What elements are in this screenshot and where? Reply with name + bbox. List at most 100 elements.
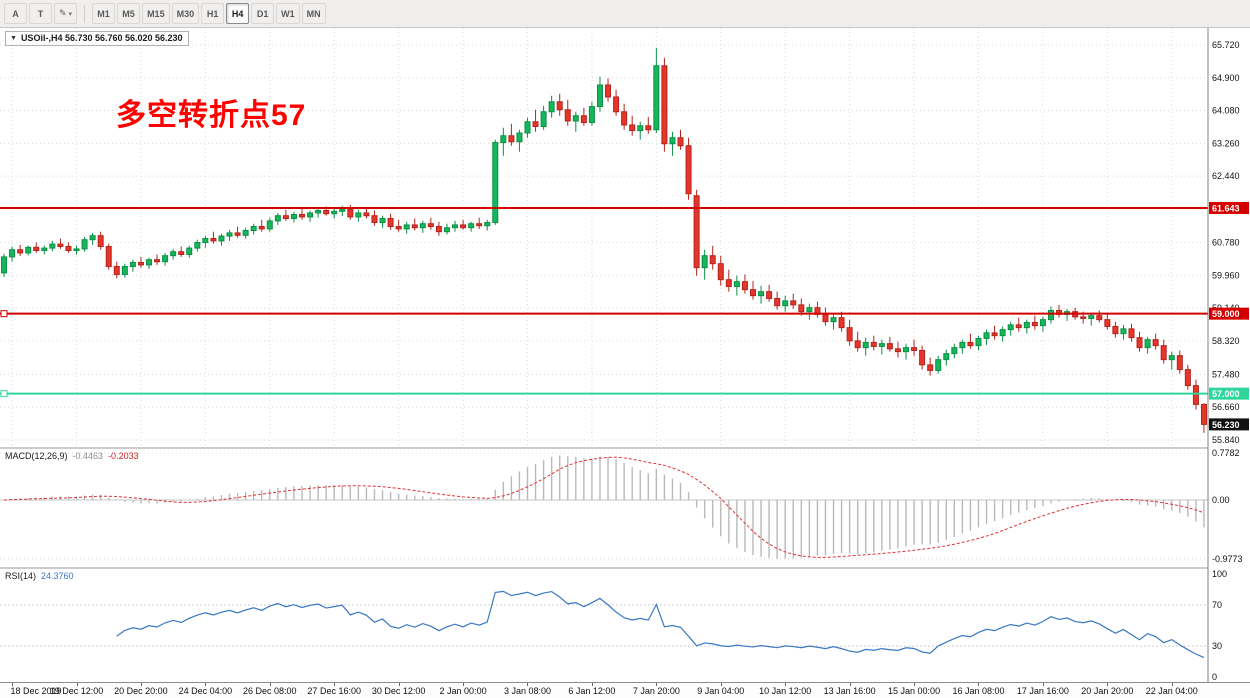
time-axis-label: 26 Dec 08:00	[243, 686, 297, 696]
time-tick	[527, 683, 529, 686]
time-tick	[656, 683, 658, 686]
svg-text:60.780: 60.780	[1212, 238, 1240, 248]
time-tick	[720, 683, 722, 686]
time-axis-label: 22 Jan 04:00	[1145, 686, 1198, 696]
svg-text:56.230: 56.230	[1212, 420, 1240, 430]
rsi-value: 24.3760	[41, 571, 74, 581]
time-axis-label: 7 Jan 20:00	[632, 686, 680, 696]
macd-signal-line	[4, 456, 1205, 558]
svg-text:-0.9773: -0.9773	[1212, 554, 1243, 564]
rsi-line	[116, 590, 1205, 659]
time-axis-label: 27 Dec 16:00	[307, 686, 361, 696]
time-tick	[12, 683, 14, 686]
time-axis-label: 19 Dec 12:00	[49, 686, 104, 696]
svg-text:0.7782: 0.7782	[1212, 448, 1240, 458]
timeframe-h1-button[interactable]: H1	[201, 3, 225, 24]
time-axis-label: 16 Jan 08:00	[952, 686, 1005, 696]
current-price-tag: 56.230	[1209, 418, 1249, 431]
symbol-ohlc-line[interactable]: ▼ USOil-,H4 56.730 56.760 56.020 56.230	[5, 31, 189, 46]
svg-text:59.000: 59.000	[1212, 309, 1240, 319]
timeframe-d1-button[interactable]: D1	[251, 3, 275, 24]
timeframe-w1-button[interactable]: W1	[276, 3, 300, 24]
time-tick	[849, 683, 851, 686]
time-tick	[334, 683, 336, 686]
macd-name: MACD(12,26,9)	[5, 451, 68, 461]
time-axis-label: 13 Jan 16:00	[823, 686, 876, 696]
svg-text:70: 70	[1212, 600, 1222, 610]
time-tick	[785, 683, 787, 686]
line-handle[interactable]	[0, 390, 8, 398]
chart-area: 65.72064.90064.08063.26062.44061.62060.7…	[0, 28, 1250, 682]
time-tick	[1107, 683, 1109, 686]
time-tick	[76, 683, 78, 686]
svg-text:100: 100	[1212, 569, 1227, 579]
time-tick	[140, 683, 142, 686]
time-tick	[1171, 683, 1173, 686]
timeframe-mn-button[interactable]: MN	[301, 3, 326, 24]
time-tick	[398, 683, 400, 686]
svg-text:0.00: 0.00	[1212, 495, 1230, 505]
macd-value: -0.4463	[72, 451, 104, 461]
rsi-indicator-label: RSI(14) 24.3760	[5, 571, 74, 581]
time-axis-label: 9 Jan 04:00	[697, 686, 745, 696]
macd-panel[interactable]	[0, 452, 1208, 560]
timeframe-m1-button[interactable]: M1	[92, 3, 116, 24]
time-axis-label: 20 Jan 20:00	[1081, 686, 1134, 696]
svg-text:57.480: 57.480	[1212, 369, 1240, 379]
svg-text:58.320: 58.320	[1212, 336, 1240, 346]
time-axis-label: 20 Dec 20:00	[114, 686, 168, 696]
time-axis-label: 18 Dec 2019	[10, 686, 62, 696]
panel-separators	[0, 447, 1250, 569]
line-handle[interactable]	[0, 310, 8, 318]
time-axis-label: 6 Jan 12:00	[568, 686, 616, 696]
time-tick	[463, 683, 465, 686]
candles-layer	[1, 47, 1207, 433]
time-axis-label: 30 Dec 12:00	[371, 686, 426, 696]
tool-group: A T ✎ ▾	[4, 3, 78, 24]
drawing-tools-button[interactable]: ✎ ▾	[54, 3, 78, 24]
toolbar: A T ✎ ▾ M1 M5 M15 M30 H1 H4 D1 W1 MN	[0, 0, 1250, 28]
time-axis[interactable]: 18 Dec 2019 19 Dec 12:00 20 Dec 20:00 24 De…	[0, 682, 1250, 698]
symbol-ohlc-text: USOil-,H4 56.730 56.760 56.020 56.230	[20, 33, 183, 43]
time-tick	[914, 683, 916, 686]
time-tick	[591, 683, 593, 686]
hline-57000[interactable]	[0, 390, 1208, 398]
svg-text:59.960: 59.960	[1212, 270, 1240, 280]
collapse-indicator-icon[interactable]: ▼	[10, 34, 17, 42]
chart-annotation-text[interactable]: 多空转折点57	[116, 99, 307, 132]
time-tick	[205, 683, 207, 686]
price-tag-61643: 61.643	[1209, 201, 1249, 214]
time-axis-label: 10 Jan 12:00	[759, 686, 812, 696]
rsi-name: RSI(14)	[5, 571, 37, 581]
chart-canvas[interactable]: 65.72064.90064.08063.26062.44061.62060.7…	[0, 28, 1250, 682]
hline-59000[interactable]	[0, 310, 1208, 318]
price-axis[interactable]: 65.72064.90064.08063.26062.44061.62060.7…	[1207, 28, 1250, 682]
price-tag-59000: 59.000	[1209, 307, 1249, 320]
svg-text:55.840: 55.840	[1212, 435, 1240, 445]
svg-text:61.643: 61.643	[1212, 203, 1240, 213]
chevron-down-icon: ▾	[68, 10, 73, 18]
time-tick	[1042, 683, 1044, 686]
timeframe-m30-button[interactable]: M30	[171, 3, 200, 24]
timeframe-m5-button[interactable]: M5	[117, 3, 141, 24]
svg-text:56.660: 56.660	[1212, 402, 1240, 412]
time-tick	[269, 683, 271, 686]
svg-text:64.900: 64.900	[1212, 73, 1240, 83]
svg-text:65.720: 65.720	[1212, 40, 1240, 50]
svg-text:62.440: 62.440	[1212, 171, 1240, 181]
rsi-panel[interactable]	[0, 590, 1208, 659]
timeframe-group: M1 M5 M15 M30 H1 H4 D1 W1 MN	[92, 3, 326, 24]
svg-text:64.080: 64.080	[1212, 106, 1240, 116]
tool-a-button[interactable]: A	[4, 3, 27, 24]
time-axis-label: 15 Jan 00:00	[888, 686, 941, 696]
svg-text:30: 30	[1212, 641, 1222, 651]
text-tool-button[interactable]: T	[29, 3, 52, 24]
timeframe-m15-button[interactable]: M15	[142, 3, 170, 24]
toolbar-separator	[84, 4, 86, 23]
timeframe-h4-button[interactable]: H4	[226, 3, 250, 24]
time-axis-label: 3 Jan 08:00	[503, 686, 552, 696]
svg-text:63.260: 63.260	[1212, 138, 1240, 148]
time-axis-label: 24 Dec 04:00	[178, 686, 233, 696]
time-axis-label: 17 Jan 16:00	[1016, 686, 1069, 696]
macd-signal-value: -0.2033	[108, 451, 139, 461]
